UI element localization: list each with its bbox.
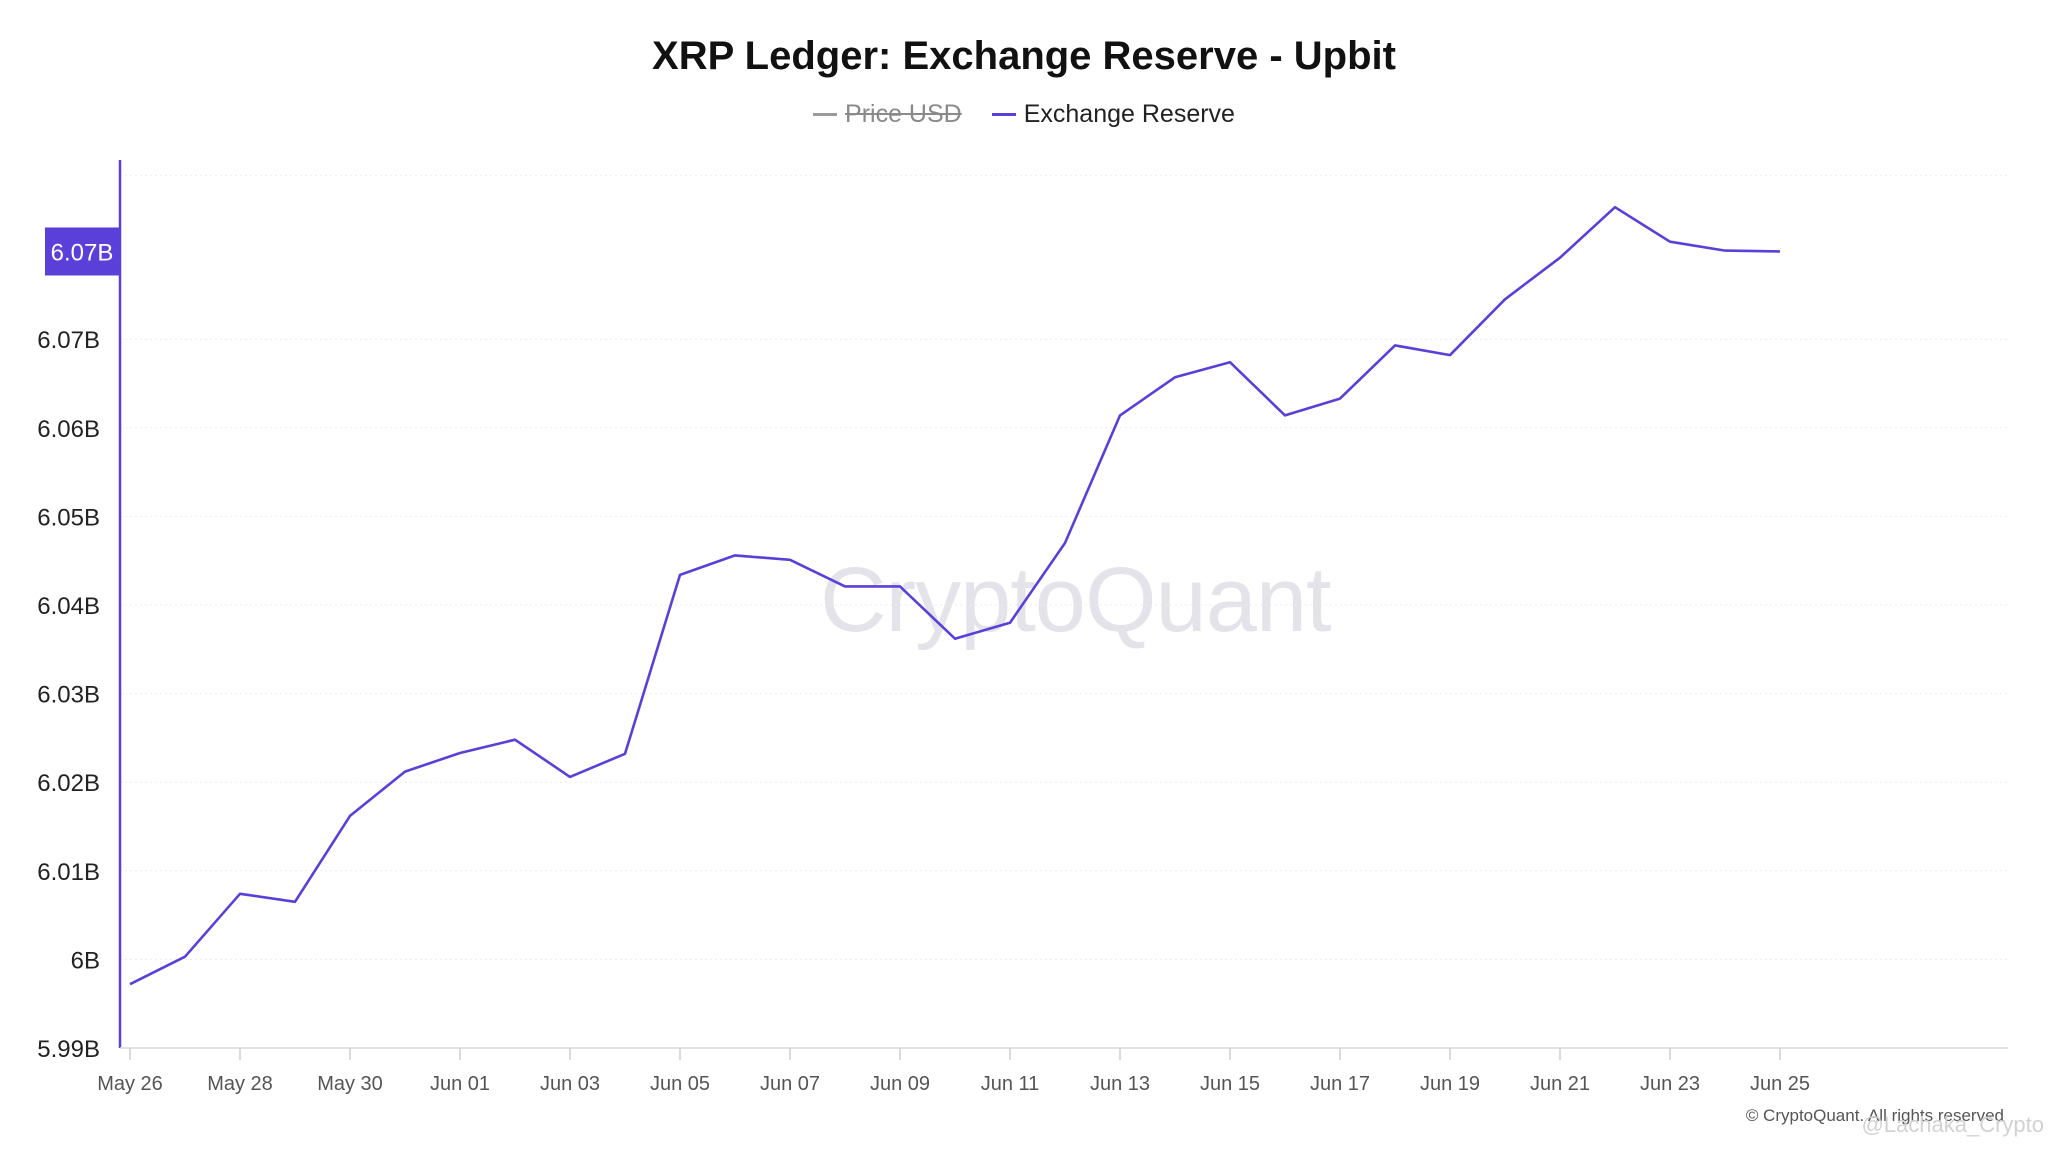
data-point[interactable] [1334,393,1346,405]
data-point[interactable] [1059,537,1071,549]
data-point[interactable] [949,633,961,645]
series-exchange-reserve [124,201,1786,990]
x-tick-label: Jun 17 [1310,1073,1370,1095]
data-point[interactable] [1499,293,1511,305]
axes [118,160,2008,1049]
data-point[interactable] [124,978,136,990]
current-value-marker: 6.07B [45,227,120,276]
current-value-label: 6.07B [51,239,114,266]
legend: Price USD Exchange Reserve [0,100,2048,129]
y-tick-label: 6.06B [37,416,100,443]
x-tick-label: Jun 21 [1530,1073,1590,1095]
data-point[interactable] [399,766,411,778]
y-tick-label: 6.03B [37,682,100,709]
data-point[interactable] [674,569,686,581]
copyright-notice: © CryptoQuant. All rights reserved [1745,1106,2004,1125]
x-tick-label: Jun 23 [1640,1073,1700,1095]
data-point[interactable] [289,896,301,908]
y-tick-label: 6.01B [37,859,100,886]
x-tick-label: May 26 [97,1073,163,1095]
data-point[interactable] [454,747,466,759]
data-point[interactable] [344,810,356,822]
data-point[interactable] [509,734,521,746]
data-point[interactable] [1774,245,1786,257]
legend-swatch-price-usd [813,113,838,116]
y-tick-label: 5.99B [37,1036,100,1063]
x-tick-label: Jun 11 [981,1073,1040,1095]
legend-swatch-exchange-reserve [991,113,1016,116]
y-tick-label: 6B [71,947,100,974]
data-point[interactable] [1719,245,1731,257]
y-tick-label: 6.02B [37,770,100,797]
data-point[interactable] [234,888,246,900]
data-point[interactable] [784,554,796,566]
data-point[interactable] [1169,371,1181,383]
data-point[interactable] [894,580,906,592]
data-point[interactable] [619,748,631,760]
data-point[interactable] [839,580,851,592]
data-point[interactable] [1114,409,1126,421]
data-point[interactable] [1224,356,1236,368]
x-tick-label: Jun 19 [1420,1073,1480,1095]
x-tick-label: May 30 [317,1073,383,1095]
data-point[interactable] [1389,339,1401,351]
data-point[interactable] [179,951,191,963]
x-tick-label: Jun 09 [870,1073,930,1095]
x-tick-label: Jun 01 [430,1073,490,1095]
legend-item-exchange-reserve[interactable]: Exchange Reserve [991,100,1235,129]
data-point[interactable] [1664,236,1676,248]
y-tick-label: 6.05B [37,504,100,531]
data-point[interactable] [1444,349,1456,361]
x-tick-label: Jun 07 [760,1073,820,1095]
data-point[interactable] [564,771,576,783]
grid-lines [120,174,2008,960]
x-tick-label: Jun 05 [650,1073,710,1095]
x-tick-label: Jun 25 [1750,1073,1810,1095]
x-tick-label: May 28 [207,1073,273,1095]
chart-title: XRP Ledger: Exchange Reserve - Upbit [652,34,1396,78]
data-point[interactable] [1554,252,1566,264]
author-watermark: @Lachaka_Crypto [1861,1112,2044,1137]
x-tick-label: Jun 13 [1090,1073,1150,1095]
current-value-badge [45,227,120,276]
watermark: CryptoQuant [820,549,1332,651]
data-point[interactable] [1279,409,1291,421]
x-axis-ticks: May 26 May 28 May 30 Jun 01 Jun 03 Jun 05 Jun … [97,1048,1810,1095]
legend-label-price-usd: Price USD [845,100,962,128]
data-point[interactable] [729,549,741,561]
y-axis-ticks: 5.99B 6B 6.01B 6.02B 6.03B 6.04B 6.05B 6.06B 6.0… [37,327,100,1063]
y-tick-label: 6.04B [37,593,100,620]
legend-item-price-usd[interactable]: Price USD [813,100,962,129]
data-point[interactable] [1004,617,1016,629]
y-tick-label: 6.07B [37,327,100,354]
legend-label-exchange-reserve: Exchange Reserve [1023,100,1235,128]
data-point[interactable] [1609,201,1621,213]
x-tick-label: Jun 15 [1200,1073,1260,1095]
series-line-exchange-reserve[interactable] [129,205,1781,986]
x-tick-label: Jun 03 [540,1073,600,1095]
